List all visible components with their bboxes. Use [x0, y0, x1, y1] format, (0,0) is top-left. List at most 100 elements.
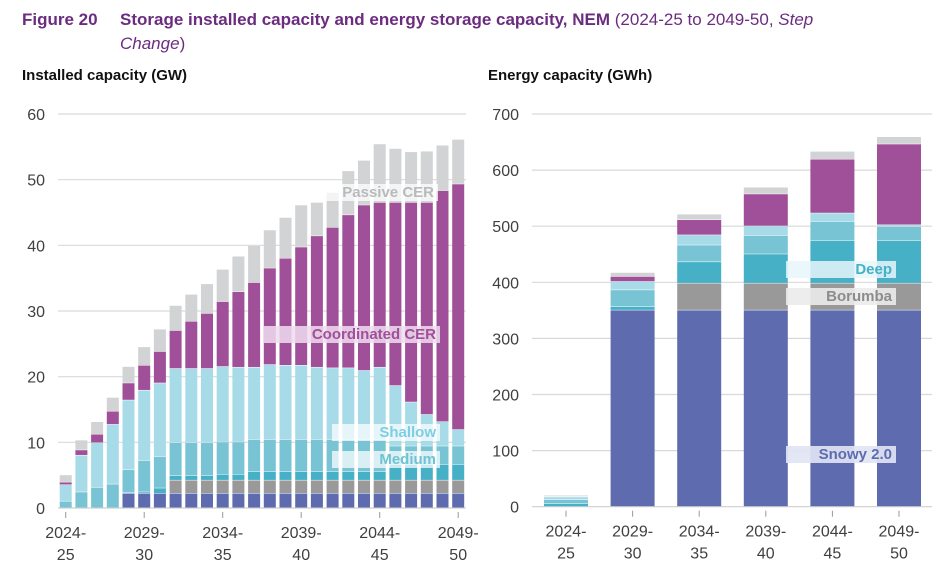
y-tick-label: 30 [27, 304, 45, 321]
bar-segment-coordinated-cer [91, 434, 104, 443]
x-tick-label: 2029- [612, 524, 653, 541]
bar-segment-snowy-2-0 [279, 493, 292, 508]
bar-segment-coordinated-cer [420, 202, 433, 415]
x-tick-label: 50 [449, 547, 467, 564]
x-tick-label: 30 [135, 547, 153, 564]
bar-segment-passive-cer [138, 347, 151, 366]
bar-segment-deep [326, 471, 339, 480]
bar-segment-coordinated-cer [610, 276, 655, 282]
bar-segment-medium [295, 439, 308, 472]
bar-segment-medium [310, 439, 323, 472]
figure-main-title: Storage installed capacity and energy st… [120, 10, 611, 29]
bar-segment-deep [358, 471, 370, 480]
bar-segment-passive-cer [185, 294, 198, 322]
bar-segment-deep [295, 471, 308, 480]
x-tick-label: 2039- [281, 525, 322, 542]
bar-segment-coordinated-cer [106, 411, 119, 425]
bar-segment-coordinated-cer [185, 321, 198, 369]
bar-segment-deep [610, 306, 655, 310]
bar-segment-medium [153, 456, 166, 488]
bar-segment-snowy-2-0 [248, 493, 261, 508]
bar-segment-shallow [452, 429, 465, 446]
bar-segment-coordinated-cer [263, 268, 276, 365]
bar-segment-passive-cer [216, 269, 229, 302]
bar-segment-deep [436, 464, 449, 480]
bar-segment-medium [279, 439, 292, 472]
bar-segment-coordinated-cer [373, 202, 386, 367]
bar-segment-medium [263, 439, 276, 472]
bar-segment-medium [743, 235, 788, 254]
x-tick-label: 2039- [745, 524, 786, 541]
bar-segment-coordinated-cer [389, 202, 402, 386]
bar-segment-snowy-2-0 [169, 493, 182, 508]
bar-segment-shallow [295, 365, 308, 440]
y-tick-label: 60 [27, 107, 45, 124]
bar-segment-coordinated-cer [295, 247, 308, 366]
bar-segment-shallow [232, 367, 245, 442]
label-coordinated-cer: Coordinated CER [264, 326, 440, 343]
bar-segment-snowy-2-0 [610, 310, 655, 507]
bar-segment-coordinated-cer [436, 190, 449, 422]
bar-segment-snowy-2-0 [877, 310, 921, 507]
bar-segment-borumba [232, 480, 245, 494]
bar-segment-medium [877, 226, 921, 241]
bar-segment-medium [185, 442, 198, 476]
bar-segment-deep [279, 471, 292, 480]
bar-segment-medium [122, 469, 135, 493]
bar-segment-snowy-2-0 [358, 493, 370, 508]
x-tick-label: 30 [624, 546, 642, 563]
bar-segment-shallow [169, 368, 182, 443]
x-tick-label: 2024- [546, 524, 587, 541]
bar-segment-passive-cer [169, 305, 182, 331]
y-tick-label: 300 [492, 331, 519, 348]
bar-segment-borumba [452, 480, 465, 494]
y-tick-label: 40 [27, 238, 45, 255]
bar-segment-snowy-2-0 [138, 493, 151, 508]
bar-segment-coordinated-cer [810, 159, 855, 213]
bar-segment-deep [153, 488, 166, 494]
bar-segment-shallow [248, 367, 261, 440]
label-shallow: Shallow [332, 424, 440, 441]
bar-segment-coordinated-cer [232, 291, 245, 367]
bar-segment-snowy-2-0 [373, 493, 386, 508]
bar-segment-deep [216, 474, 229, 480]
bar-segment-snowy-2-0 [326, 493, 339, 508]
x-tick-label: 35 [690, 546, 708, 563]
bar-segment-deep [677, 262, 722, 283]
bar-segment-deep [169, 475, 182, 480]
bar-segment-passive-cer [544, 495, 588, 497]
bar-segment-snowy-2-0 [810, 310, 855, 507]
bar-segment-borumba [216, 480, 229, 494]
bar-segment-passive-cer [201, 284, 213, 314]
bar-segment-coordinated-cer [677, 220, 722, 235]
y-tick-label: 50 [27, 173, 45, 190]
figure-subtitle-italic-2: Change [120, 34, 180, 53]
bar-segment-coordinated-cer [279, 258, 292, 366]
bar-segment-passive-cer [75, 440, 88, 450]
bar-segment-borumba [405, 480, 418, 494]
bar-segment-deep [201, 475, 213, 480]
bar-segment-borumba [743, 283, 788, 310]
bar-segment-shallow [122, 400, 135, 470]
left-chart-title: Installed capacity (GW) [22, 67, 188, 84]
bar-segment-shallow [106, 424, 119, 484]
bar-segment-deep [544, 503, 588, 507]
x-tick-label: 40 [292, 547, 310, 564]
bar-segment-shallow [185, 368, 198, 443]
bar-segment-shallow [877, 225, 921, 227]
bar-segment-coordinated-cer [342, 215, 355, 368]
bar-segment-medium [59, 501, 72, 508]
x-tick-label: 50 [890, 546, 908, 563]
bar-segment-snowy-2-0 [310, 493, 323, 508]
y-tick-label: 0 [36, 501, 45, 518]
bar-segment-snowy-2-0 [232, 493, 245, 508]
bar-segment-medium [248, 439, 261, 472]
bar-segment-coordinated-cer [310, 236, 323, 367]
bar-segment-snowy-2-0 [153, 493, 166, 508]
bar-segment-borumba [169, 480, 182, 494]
bar-segment-medium [677, 245, 722, 262]
bar-segment-deep [232, 474, 245, 480]
y-tick-label: 200 [492, 388, 519, 405]
label-deep: Deep [786, 261, 896, 278]
